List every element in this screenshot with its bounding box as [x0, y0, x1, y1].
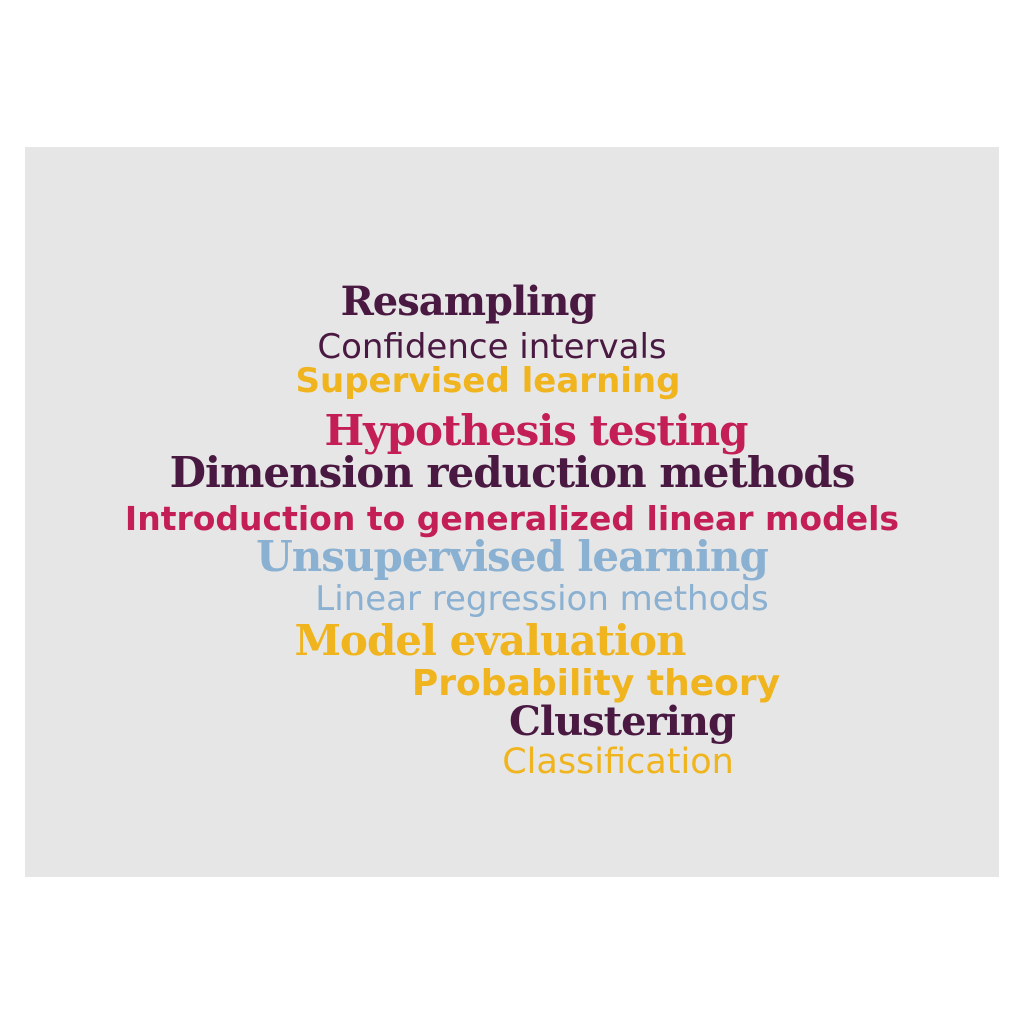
word-model-evaluation: Model evaluation — [294, 616, 686, 665]
word-cloud-panel — [25, 147, 999, 877]
word-classification: Classification — [502, 742, 734, 782]
word-resampling: Resampling — [340, 278, 597, 325]
word-unsupervised-learning: Unsupervised learning — [256, 532, 769, 581]
word-probability-theory: Probability theory — [411, 663, 781, 704]
word-hypothesis-testing: Hypothesis testing — [324, 406, 748, 455]
word-confidence-intervals: Confidence intervals — [317, 327, 667, 367]
word-clustering: Clustering — [509, 698, 736, 745]
word-linear-regression-methods: Linear regression methods — [315, 579, 769, 619]
word-dimension-reduction-methods: Dimension reduction methods — [169, 448, 856, 497]
word-supervised-learning: Supervised learning — [295, 361, 681, 401]
word-introduction-to-glm: Introduction to generalized linear model… — [124, 499, 900, 538]
